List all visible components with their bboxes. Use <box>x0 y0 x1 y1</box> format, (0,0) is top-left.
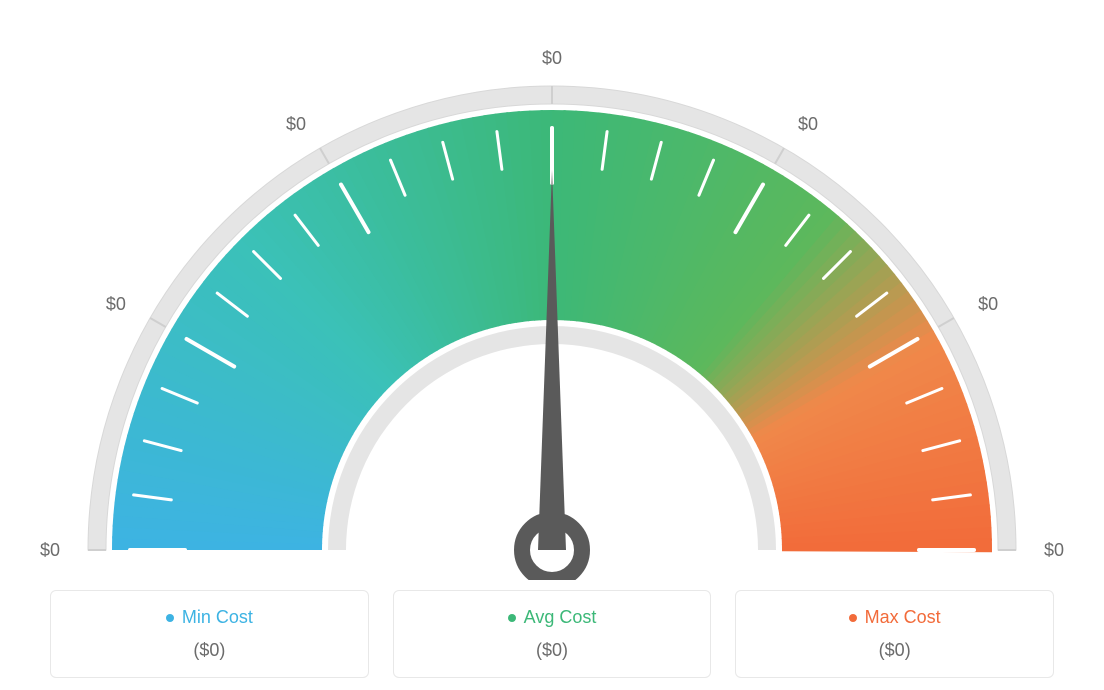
gauge-svg: $0 $0 $0 $0 $0 $0 $0 <box>22 20 1082 580</box>
legend-dot-min <box>166 614 174 622</box>
legend-value-min: ($0) <box>71 640 348 661</box>
legend-label-avg: Avg Cost <box>524 607 597 627</box>
svg-text:$0: $0 <box>1044 540 1064 560</box>
legend-card-max: Max Cost ($0) <box>735 590 1054 678</box>
legend-row: Min Cost ($0) Avg Cost ($0) Max Cost ($0… <box>50 590 1054 678</box>
svg-text:$0: $0 <box>106 294 126 314</box>
legend-card-min: Min Cost ($0) <box>50 590 369 678</box>
legend-value-max: ($0) <box>756 640 1033 661</box>
svg-text:$0: $0 <box>542 48 562 68</box>
legend-label-max: Max Cost <box>865 607 941 627</box>
legend-value-avg: ($0) <box>414 640 691 661</box>
svg-text:$0: $0 <box>40 540 60 560</box>
legend-dot-max <box>849 614 857 622</box>
svg-text:$0: $0 <box>286 114 306 134</box>
legend-title-min: Min Cost <box>71 607 348 628</box>
legend-card-avg: Avg Cost ($0) <box>393 590 712 678</box>
legend-title-avg: Avg Cost <box>414 607 691 628</box>
legend-label-min: Min Cost <box>182 607 253 627</box>
svg-text:$0: $0 <box>978 294 998 314</box>
legend-title-max: Max Cost <box>756 607 1033 628</box>
legend-dot-avg <box>508 614 516 622</box>
svg-text:$0: $0 <box>798 114 818 134</box>
gauge-chart: $0 $0 $0 $0 $0 $0 $0 <box>22 20 1082 580</box>
